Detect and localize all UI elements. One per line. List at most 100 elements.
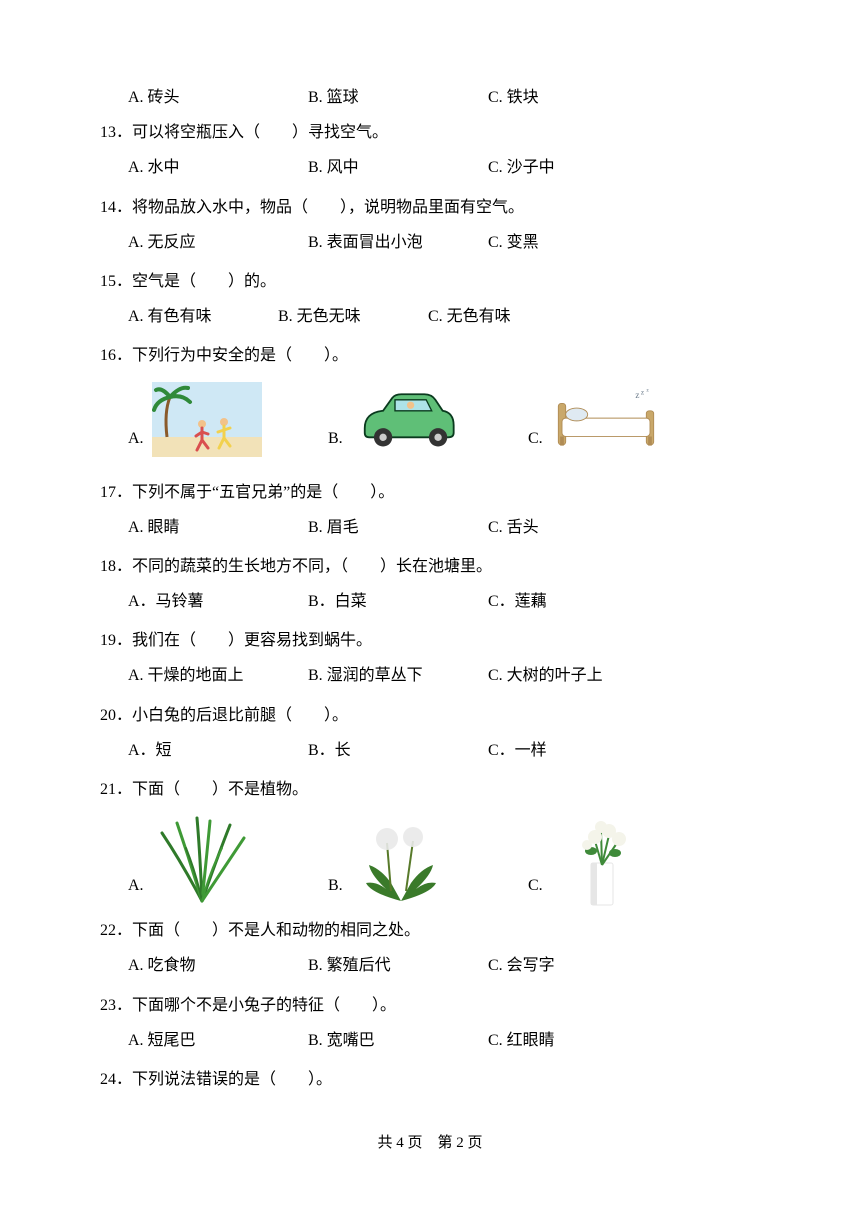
q23-options: A. 短尾巴 B. 宽嘴巴 C. 红眼睛 xyxy=(100,1023,760,1058)
option-a: A．短 xyxy=(128,733,308,768)
grass-clump-icon xyxy=(152,813,252,903)
option-a: A. 眼睛 xyxy=(128,510,308,545)
question-17: 17．下列不属于“五官兄弟”的是（ ）。 A. 眼睛 B. 眉毛 C. 舌头 xyxy=(100,475,760,545)
beach-running-icon xyxy=(152,382,262,457)
question-number: 20． xyxy=(100,707,132,724)
question-number: 21． xyxy=(100,781,132,798)
option-c: C. 铁块 xyxy=(488,80,668,115)
option-a: A．马铃薯 xyxy=(128,584,308,619)
option-a: A. 无反应 xyxy=(128,225,308,260)
option-c: C. xyxy=(528,813,728,903)
question-text: 23．下面哪个不是小兔子的特征（ ）。 xyxy=(100,988,760,1023)
svg-text:z: z xyxy=(641,387,645,396)
option-b: B．白菜 xyxy=(308,584,488,619)
option-label: B. xyxy=(328,868,343,903)
option-a: A. xyxy=(128,382,328,457)
question-number: 24． xyxy=(100,1071,132,1088)
option-label: C. xyxy=(528,421,543,456)
question-18: 18．不同的蔬菜的生长地方不同，（ ）长在池塘里。 A．马铃薯 B．白菜 C．莲… xyxy=(100,549,760,619)
page-current: 第 2 页 xyxy=(438,1135,483,1151)
option-c: C. 无色有味 xyxy=(428,299,578,334)
option-b: B．长 xyxy=(308,733,488,768)
option-a: A. 干燥的地面上 xyxy=(128,658,308,693)
q22-options: A. 吃食物 B. 繁殖后代 C. 会写字 xyxy=(100,948,760,983)
question-24: 24．下列说法错误的是（ ）。 xyxy=(100,1062,760,1097)
option-b: B. xyxy=(328,382,528,457)
question-stem: 不同的蔬菜的生长地方不同，（ ）长在池塘里。 xyxy=(132,558,492,575)
option-label: C. xyxy=(528,868,543,903)
question-stem: 我们在（ ）更容易找到蜗牛。 xyxy=(132,632,372,649)
svg-text:z: z xyxy=(646,387,649,393)
question-19: 19．我们在（ ）更容易找到蜗牛。 A. 干燥的地面上 B. 湿润的草丛下 C.… xyxy=(100,623,760,693)
question-20: 20．小白兔的后退比前腿（ ）。 A．短 B．长 C．一样 xyxy=(100,698,760,768)
q21-options: A. xyxy=(100,813,760,903)
question-text: 18．不同的蔬菜的生长地方不同，（ ）长在池塘里。 xyxy=(100,549,760,584)
option-b: B. 湿润的草丛下 xyxy=(308,658,488,693)
question-stem: 可以将空瓶压入（ ）寻找空气。 xyxy=(132,124,388,141)
option-b: B. 表面冒出小泡 xyxy=(308,225,488,260)
q14-options: A. 无反应 B. 表面冒出小泡 C. 变黑 xyxy=(100,225,760,260)
question-stem: 下列不属于“五官兄弟”的是（ ）。 xyxy=(132,484,394,501)
option-label: B. xyxy=(328,421,343,456)
q13-options: A. 水中 B. 风中 C. 沙子中 xyxy=(100,150,760,185)
option-c: C. 会写字 xyxy=(488,948,668,983)
question-number: 23． xyxy=(100,997,132,1014)
question-stem: 下面（ ）不是植物。 xyxy=(132,781,308,798)
bed-sleep-icon: z z z xyxy=(551,382,661,457)
option-label: A. xyxy=(128,868,144,903)
option-c: C．一样 xyxy=(488,733,668,768)
question-number: 14． xyxy=(100,199,132,216)
option-c: C. 舌头 xyxy=(488,510,668,545)
option-c: C. 变黑 xyxy=(488,225,668,260)
question-text: 15．空气是（ ）的。 xyxy=(100,264,760,299)
q12-options: A. 砖头 B. 篮球 C. 铁块 xyxy=(100,80,760,115)
question-stem: 下面（ ）不是人和动物的相同之处。 xyxy=(132,922,420,939)
q16-options: A. B. xyxy=(100,382,760,457)
q18-options: A．马铃薯 B．白菜 C．莲藕 xyxy=(100,584,760,619)
option-a: A. 有色有味 xyxy=(128,299,278,334)
question-number: 19． xyxy=(100,632,132,649)
question-text: 16．下列行为中安全的是（ ）。 xyxy=(100,338,760,373)
option-a: A. 砖头 xyxy=(128,80,308,115)
question-stem: 下面哪个不是小兔子的特征（ ）。 xyxy=(132,997,396,1014)
question-number: 22． xyxy=(100,922,132,939)
option-c: C. 沙子中 xyxy=(488,150,668,185)
question-text: 20．小白兔的后退比前腿（ ）。 xyxy=(100,698,760,733)
question-14: 14．将物品放入水中，物品（ ），说明物品里面有空气。 A. 无反应 B. 表面… xyxy=(100,190,760,260)
question-text: 13．可以将空瓶压入（ ）寻找空气。 xyxy=(100,115,760,150)
page-footer: 共 4 页 第 2 页 xyxy=(100,1127,760,1160)
q19-options: A. 干燥的地面上 B. 湿润的草丛下 C. 大树的叶子上 xyxy=(100,658,760,693)
car-icon xyxy=(351,382,461,457)
q20-options: A．短 B．长 C．一样 xyxy=(100,733,760,768)
option-b: B. 无色无味 xyxy=(278,299,428,334)
question-21: 21．下面（ ）不是植物。 A. xyxy=(100,772,760,903)
option-b: B. 繁殖后代 xyxy=(308,948,488,983)
question-number: 15． xyxy=(100,273,132,290)
option-c: C. 大树的叶子上 xyxy=(488,658,668,693)
option-c: C. 红眼睛 xyxy=(488,1023,668,1058)
question-stem: 小白兔的后退比前腿（ ）。 xyxy=(132,707,348,724)
question-text: 14．将物品放入水中，物品（ ），说明物品里面有空气。 xyxy=(100,190,760,225)
q15-options: A. 有色有味 B. 无色无味 C. 无色有味 xyxy=(100,299,760,334)
question-stem: 下列说法错误的是（ ）。 xyxy=(132,1071,332,1088)
question-23: 23．下面哪个不是小兔子的特征（ ）。 A. 短尾巴 B. 宽嘴巴 C. 红眼睛 xyxy=(100,988,760,1058)
option-b: B. 眉毛 xyxy=(308,510,488,545)
question-text: 19．我们在（ ）更容易找到蜗牛。 xyxy=(100,623,760,658)
question-text: 17．下列不属于“五官兄弟”的是（ ）。 xyxy=(100,475,760,510)
option-b: B. 篮球 xyxy=(308,80,488,115)
question-text: 24．下列说法错误的是（ ）。 xyxy=(100,1062,760,1097)
question-stem: 将物品放入水中，物品（ ），说明物品里面有空气。 xyxy=(132,199,524,216)
vase-flowers-icon xyxy=(551,813,651,903)
question-number: 17． xyxy=(100,484,132,501)
question-13: 13．可以将空瓶压入（ ）寻找空气。 A. 水中 B. 风中 C. 沙子中 xyxy=(100,115,760,185)
question-text: 21．下面（ ）不是植物。 xyxy=(100,772,760,807)
question-stem: 空气是（ ）的。 xyxy=(132,273,276,290)
question-22: 22．下面（ ）不是人和动物的相同之处。 A. 吃食物 B. 繁殖后代 C. 会… xyxy=(100,913,760,983)
question-15: 15．空气是（ ）的。 A. 有色有味 B. 无色无味 C. 无色有味 xyxy=(100,264,760,334)
option-a: A. 水中 xyxy=(128,150,308,185)
question-number: 13． xyxy=(100,124,132,141)
question-number: 16． xyxy=(100,347,132,364)
q17-options: A. 眼睛 B. 眉毛 C. 舌头 xyxy=(100,510,760,545)
page-total: 共 4 页 xyxy=(377,1135,422,1151)
question-number: 18． xyxy=(100,558,132,575)
